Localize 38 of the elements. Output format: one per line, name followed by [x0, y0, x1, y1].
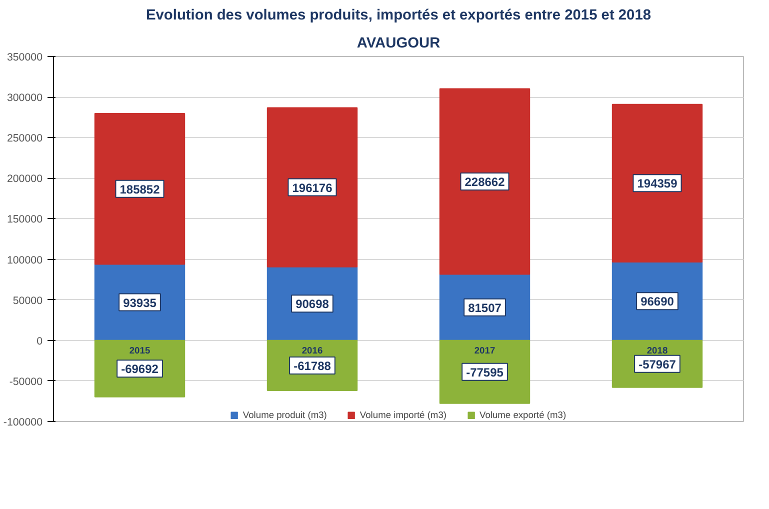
bar	[94, 264, 186, 341]
data-label: -57967	[638, 357, 676, 372]
y-tick-label: 350000	[6, 52, 43, 64]
legend-label: Volume importé (m3)	[360, 410, 446, 420]
y-tick-label: -100000	[3, 416, 43, 428]
bar	[266, 107, 358, 268]
data-label: 81507	[468, 300, 502, 315]
data-label: 228662	[464, 175, 506, 190]
y-tick-label: 150000	[6, 214, 43, 226]
y-tick-label: 100000	[6, 254, 43, 266]
y-tick-label: 250000	[6, 132, 43, 145]
data-label: 194359	[637, 176, 678, 191]
y-tick-label: 0	[36, 335, 43, 348]
data-label: 185852	[120, 182, 160, 196]
legend-label: Volume exporté (m3)	[479, 410, 566, 420]
data-label: 196176	[292, 180, 333, 195]
data-label: -69692	[121, 362, 159, 376]
x-tick-label: 2015	[129, 345, 150, 356]
chart-subtitle: AVAUGOUR	[356, 36, 441, 52]
bar	[612, 261, 703, 341]
x-tick-label: 2018	[646, 345, 668, 356]
bar	[94, 112, 186, 265]
legend-label: Volume produit (m3)	[242, 410, 327, 420]
data-label: 93935	[123, 296, 157, 310]
x-tick-label: 2017	[474, 345, 496, 356]
data-label: 90698	[296, 297, 330, 312]
bar	[266, 266, 358, 341]
x-tick-label: 2016	[302, 345, 323, 356]
data-label: -61788	[294, 358, 332, 373]
y-tick-label: -50000	[9, 376, 43, 388]
y-tick-label: 300000	[6, 92, 43, 104]
data-label: 96690	[640, 294, 674, 309]
bar	[439, 88, 530, 275]
y-tick-label: 200000	[6, 173, 43, 186]
bar	[612, 104, 703, 262]
chart-title: Evolution des volumes produits, importés et exportés entre 2015 et 2018	[146, 8, 652, 24]
data-label: -77595	[466, 365, 504, 380]
y-tick-label: 50000	[12, 294, 43, 307]
